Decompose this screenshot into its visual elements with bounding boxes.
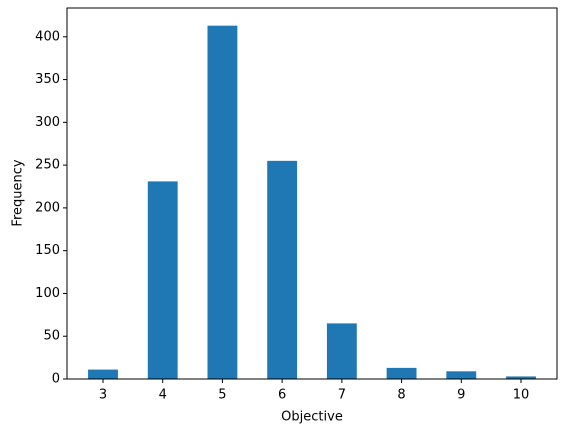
x-tick-label: 3 — [99, 388, 107, 403]
bar — [147, 181, 178, 379]
bar — [326, 323, 357, 379]
x-tick-label: 8 — [397, 388, 405, 403]
y-axis-label: Frequency — [11, 159, 26, 226]
bar — [506, 376, 536, 379]
x-tick-label: 10 — [513, 388, 530, 403]
bar — [267, 160, 298, 379]
x-tick-label: 5 — [218, 388, 226, 403]
x-tick-label: 7 — [338, 388, 346, 403]
y-tick-label: 400 — [35, 29, 60, 44]
y-tick-label: 250 — [35, 158, 60, 173]
bar — [88, 369, 118, 379]
y-tick-label: 350 — [35, 72, 60, 87]
y-tick-label: 100 — [35, 286, 60, 301]
y-tick-label: 150 — [35, 243, 60, 258]
y-tick-label: 300 — [35, 115, 60, 130]
y-tick-label: 0 — [52, 372, 60, 387]
x-tick-label: 6 — [278, 388, 286, 403]
axes-frame — [66, 7, 558, 380]
bar — [446, 371, 477, 379]
x-axis-label: Objective — [281, 410, 343, 425]
x-tick-label: 9 — [457, 388, 465, 403]
x-tick-label: 4 — [159, 388, 167, 403]
y-tick-label: 200 — [35, 200, 60, 215]
bar — [386, 367, 417, 379]
y-tick-label: 50 — [43, 329, 60, 344]
bar — [207, 25, 238, 380]
